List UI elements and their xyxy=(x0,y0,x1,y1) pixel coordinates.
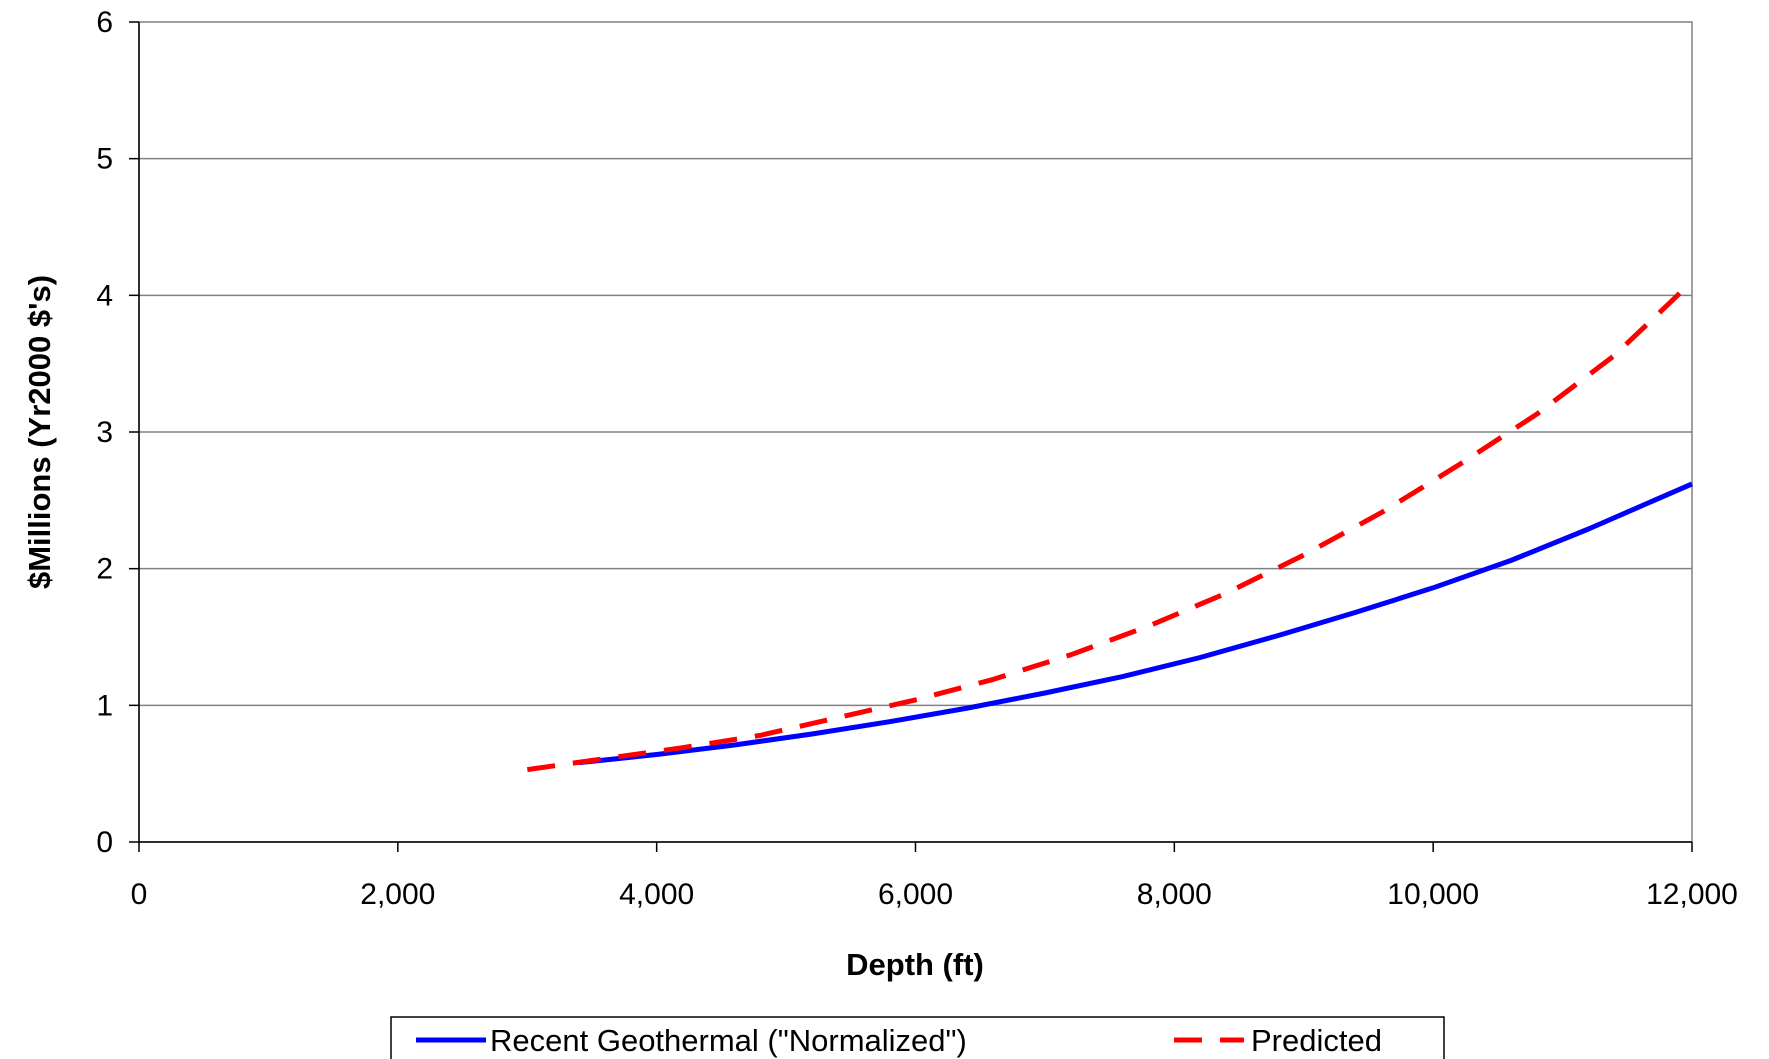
y-tick-label-5: 5 xyxy=(96,143,113,176)
x-tick-label-2: 4,000 xyxy=(619,878,694,911)
y-axis-title: $Millions (Yr2000 $'s) xyxy=(22,275,57,589)
grid-lines xyxy=(139,157,1692,707)
x-tick-label-0: 0 xyxy=(131,878,148,911)
legend: Recent Geothermal ("Normalized") Predict… xyxy=(390,1016,1445,1059)
y-tick-label-1: 1 xyxy=(96,689,113,722)
series-line-predicted xyxy=(526,279,1694,773)
legend-label-predicted: Predicted xyxy=(1251,1023,1382,1058)
series-line-recent-geothermal xyxy=(578,481,1693,766)
y-tick-label-2: 2 xyxy=(96,553,113,586)
series xyxy=(526,279,1694,773)
x-tick-label-6: 12,000 xyxy=(1646,878,1738,911)
y-tick-label-6: 6 xyxy=(96,6,113,39)
x-tick-label-3: 6,000 xyxy=(878,878,953,911)
y-axis-ticks: 0 1 2 3 4 5 6 xyxy=(96,6,139,859)
y-tick-label-0: 0 xyxy=(96,826,113,859)
y-tick-label-3: 3 xyxy=(96,416,113,449)
x-tick-label-5: 10,000 xyxy=(1387,878,1479,911)
x-axis-ticks: 0 2,000 4,000 6,000 8,000 10,000 12,000 xyxy=(131,842,1738,911)
x-tick-label-1: 2,000 xyxy=(360,878,435,911)
x-axis-title: Depth (ft) xyxy=(846,947,984,982)
x-tick-label-4: 8,000 xyxy=(1137,878,1212,911)
y-tick-label-4: 4 xyxy=(96,279,113,312)
legend-box xyxy=(390,1016,1445,1059)
legend-label-recent-geothermal: Recent Geothermal ("Normalized") xyxy=(490,1023,967,1058)
